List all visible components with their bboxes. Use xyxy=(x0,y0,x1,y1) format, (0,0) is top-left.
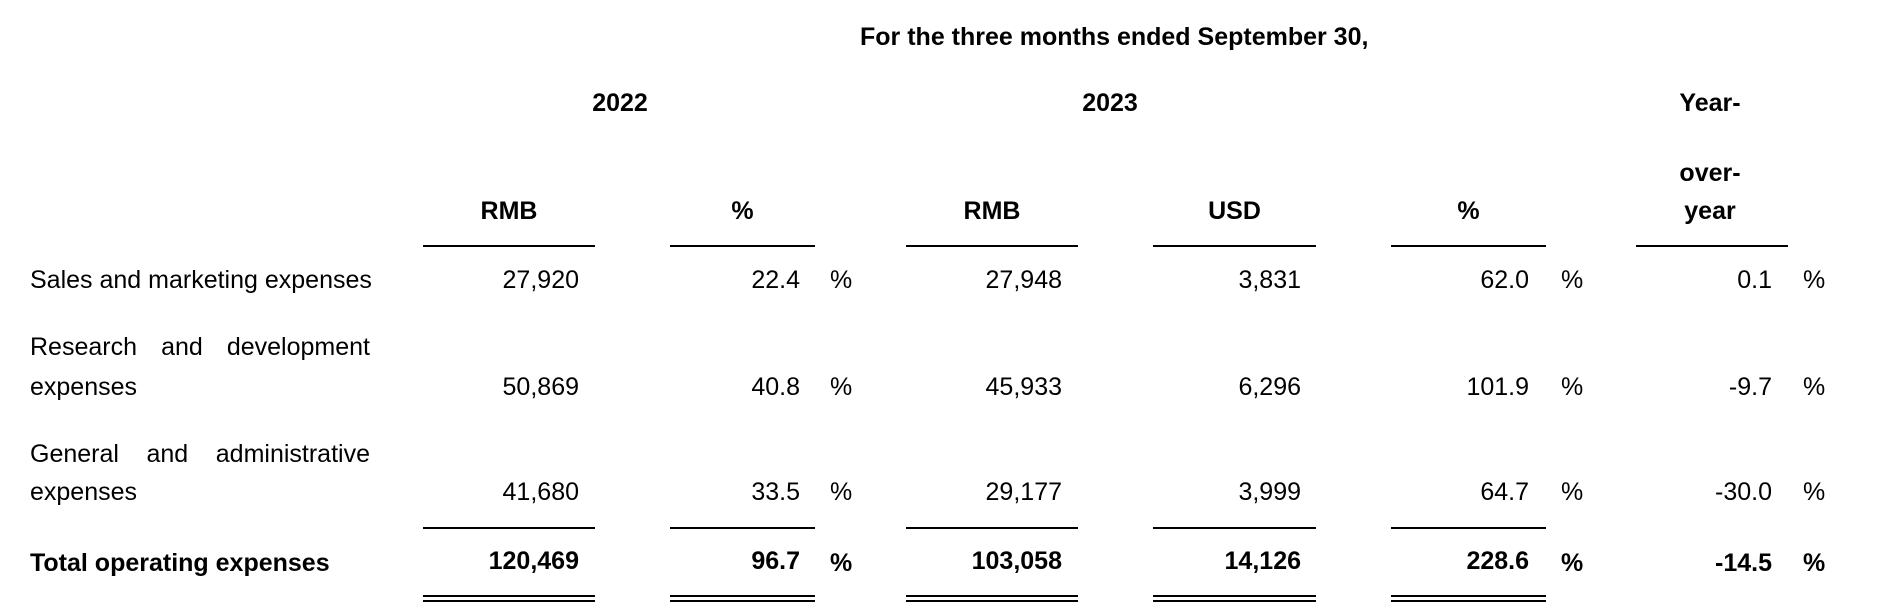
subtotal-rule-rmb-2022 xyxy=(423,527,595,529)
cell-rmb-2022: 27,920 xyxy=(502,266,579,294)
row-label-word: and xyxy=(146,440,189,468)
subtotal-rule-pct-2023 xyxy=(1391,527,1546,529)
cell-usd-2023: 3,831 xyxy=(1238,266,1301,294)
row-label-general-administrative: General and administrative xyxy=(30,439,370,469)
subtotal-rule-pct-2022 xyxy=(670,527,815,529)
col-rmb-2022: RMB xyxy=(480,197,538,225)
col-usd-2023: USD xyxy=(1208,197,1261,225)
cell-rmb-2023: 27,948 xyxy=(985,266,1062,294)
cell-pct-sign-2023-total: % xyxy=(1561,549,1584,577)
cell-yoy-sign: % xyxy=(1803,266,1826,294)
cell-rmb-2022: 41,680 xyxy=(502,478,579,506)
subtotal-rule-rmb-2023 xyxy=(906,527,1078,529)
total-double-rule-usd-2023 xyxy=(1153,595,1316,602)
year-2022-header: 2022 xyxy=(592,89,648,117)
header-rule-rmb-2023 xyxy=(906,245,1078,247)
cell-pct-2022: 22.4 xyxy=(751,266,800,294)
cell-rmb-2023: 29,177 xyxy=(985,478,1062,506)
period-header: For the three months ended September 30, xyxy=(860,23,1369,51)
row-label-sales-marketing: Sales and marketing expenses xyxy=(30,266,372,294)
total-double-rule-pct-2022 xyxy=(670,595,815,602)
total-double-rule-pct-2023 xyxy=(1391,595,1546,602)
subtotal-rule-usd-2023 xyxy=(1153,527,1316,529)
cell-yoy-sign: % xyxy=(1803,373,1826,401)
cell-pct-sign-2023: % xyxy=(1561,478,1584,506)
row-label-general-administrative-line2: expenses xyxy=(30,478,138,506)
cell-usd-2023: 3,999 xyxy=(1238,478,1301,506)
row-label-word: Research xyxy=(30,333,137,361)
cell-usd-2023-total: 14,126 xyxy=(1224,547,1301,575)
header-rule-pct-2022 xyxy=(670,245,815,247)
cell-pct-sign-2022: % xyxy=(830,266,853,294)
cell-pct-sign-2022-total: % xyxy=(830,549,853,577)
row-label-word: administrative xyxy=(215,440,370,468)
cell-pct-2023: 62.0 xyxy=(1480,266,1529,294)
yoy-header-line2: over- xyxy=(1679,159,1741,187)
total-double-rule-rmb-2023 xyxy=(906,595,1078,602)
cell-yoy: 0.1 xyxy=(1737,266,1772,294)
cell-yoy: -30.0 xyxy=(1715,478,1772,506)
cell-rmb-2023-total: 103,058 xyxy=(971,547,1062,575)
row-label-word: and xyxy=(161,333,203,361)
row-label-total-operating-expenses: Total operating expenses xyxy=(30,549,330,577)
yoy-header-line3: year xyxy=(1684,197,1736,225)
cell-pct-sign-2023: % xyxy=(1561,266,1584,294)
header-rule-yoy xyxy=(1636,245,1788,247)
header-rule-rmb-2022 xyxy=(423,245,595,247)
cell-yoy-sign-total: % xyxy=(1803,549,1826,577)
cell-pct-2023: 101.9 xyxy=(1466,373,1529,401)
cell-pct-2022: 33.5 xyxy=(751,478,800,506)
header-rule-pct-2023 xyxy=(1391,245,1546,247)
total-double-rule-rmb-2022 xyxy=(423,595,595,602)
row-label-research-development: Research and development xyxy=(30,332,370,362)
row-label-research-development-line2: expenses xyxy=(30,373,138,401)
cell-pct-2023: 64.7 xyxy=(1480,478,1529,506)
cell-pct-2022: 40.8 xyxy=(751,373,800,401)
cell-pct-2022-total: 96.7 xyxy=(751,547,800,575)
col-pct-2023: % xyxy=(1457,197,1480,225)
header-rule-usd-2023 xyxy=(1153,245,1316,247)
row-label-word: General xyxy=(30,440,119,468)
cell-rmb-2023: 45,933 xyxy=(985,373,1062,401)
year-2023-header: 2023 xyxy=(1082,89,1138,117)
cell-yoy-total: -14.5 xyxy=(1715,549,1772,577)
cell-pct-2023-total: 228.6 xyxy=(1466,547,1529,575)
cell-pct-sign-2022: % xyxy=(830,478,853,506)
cell-rmb-2022: 50,869 xyxy=(502,373,579,401)
cell-rmb-2022-total: 120,469 xyxy=(488,547,579,575)
cell-pct-sign-2023: % xyxy=(1561,373,1584,401)
col-rmb-2023: RMB xyxy=(963,197,1021,225)
yoy-header-line1: Year- xyxy=(1679,89,1741,117)
cell-usd-2023: 6,296 xyxy=(1238,373,1301,401)
cell-yoy-sign: % xyxy=(1803,478,1826,506)
col-pct-2022: % xyxy=(731,197,754,225)
cell-pct-sign-2022: % xyxy=(830,373,853,401)
row-label-word: development xyxy=(226,333,370,361)
cell-yoy: -9.7 xyxy=(1728,373,1772,401)
